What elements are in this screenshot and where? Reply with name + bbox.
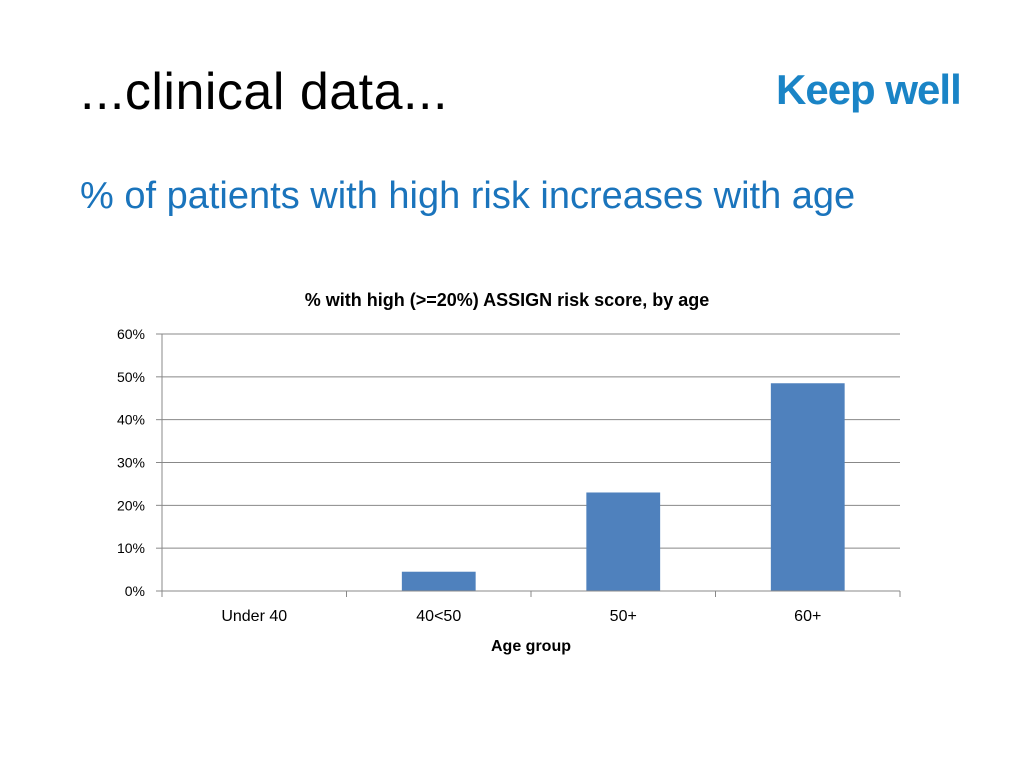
- y-axis-tick-labels: 0% 10% 20% 30% 40% 50% 60%: [117, 326, 145, 599]
- keep-well-logo: Keep well: [776, 66, 962, 113]
- bar-50-: [586, 492, 661, 591]
- y-tick-label: 10%: [117, 540, 145, 556]
- bar-60-: [770, 383, 845, 591]
- y-tick-label: 0%: [125, 583, 145, 599]
- bar-40-50: [401, 571, 476, 591]
- x-axis-tick-labels: Under 40 40<50 50+ 60+: [221, 608, 821, 625]
- bars: [401, 383, 845, 591]
- slide-subtitle: % of patients with high risk increases w…: [80, 175, 856, 217]
- slide-title: ...clinical data...: [80, 63, 448, 121]
- axes: [161, 334, 901, 597]
- x-tick-label: 50+: [610, 608, 637, 625]
- y-tick-label: 60%: [117, 326, 145, 342]
- x-tick-label: Under 40: [221, 608, 287, 625]
- y-tick-label: 30%: [117, 455, 145, 471]
- x-tick-label: 60+: [794, 608, 821, 625]
- y-tick-label: 40%: [117, 412, 145, 428]
- y-tick-label: 50%: [117, 369, 145, 385]
- x-axis-label: Age group: [491, 638, 571, 655]
- y-tick-label: 20%: [117, 497, 145, 513]
- chart-title: % with high (>=20%) ASSIGN risk score, b…: [305, 290, 709, 310]
- x-tick-label: 40<50: [416, 608, 461, 625]
